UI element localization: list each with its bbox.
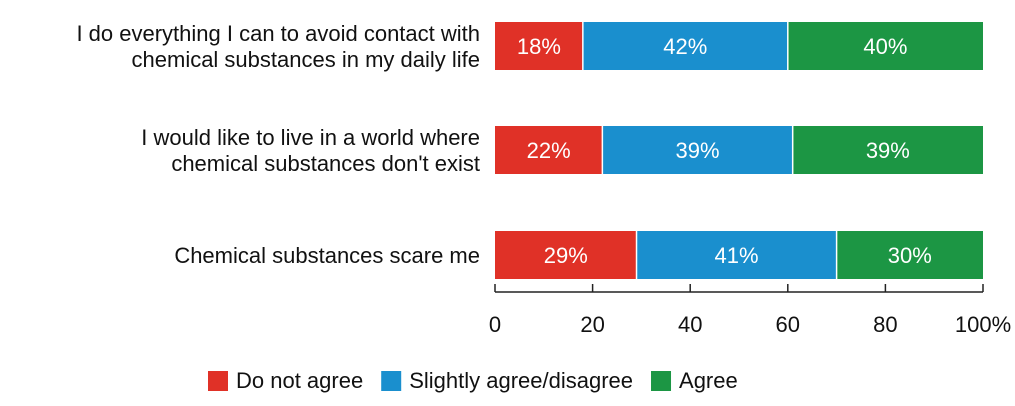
x-tick-label: 0 [489, 312, 501, 337]
category-label: chemical substances in my daily life [132, 47, 480, 72]
category-label: I would like to live in a world where [141, 125, 480, 150]
category-label: I do everything I can to avoid contact w… [76, 21, 480, 46]
bar-segment [792, 126, 983, 174]
bar-data-label: 30% [888, 243, 932, 268]
x-tick-label: 100% [955, 312, 1011, 337]
bar-data-label: 29% [544, 243, 588, 268]
bar-segment [495, 126, 603, 174]
bar-data-label: 22% [527, 138, 571, 163]
bar-data-label: 41% [715, 243, 759, 268]
category-labels: I do everything I can to avoid contact w… [76, 21, 480, 268]
bar-data-label: 39% [675, 138, 719, 163]
x-tick-label: 20 [580, 312, 604, 337]
x-tick-label: 80 [873, 312, 897, 337]
legend: Do not agree Slightly agree/disagree Agree [208, 368, 738, 393]
bar-segment [836, 231, 983, 279]
legend-swatch [651, 371, 672, 391]
bar-data-label: 39% [866, 138, 910, 163]
bar-segment [495, 22, 583, 70]
bar-data-label: 18% [517, 34, 561, 59]
bar-data-label: 42% [663, 34, 707, 59]
legend-swatch [208, 371, 228, 391]
legend-label: Do not agree [236, 368, 363, 393]
x-tick-label: 60 [776, 312, 800, 337]
bar-segment [602, 126, 793, 174]
legend-label: Slightly agree/disagree [409, 368, 633, 393]
bar-data-label: 40% [863, 34, 907, 59]
legend-label: Agree [679, 368, 738, 393]
bar-segment [787, 22, 983, 70]
x-axis: 0 20 40 60 80 100% [489, 284, 1011, 337]
x-tick-label: 40 [678, 312, 702, 337]
bar-segment [636, 231, 837, 279]
category-label: Chemical substances scare me [174, 243, 480, 268]
category-label: chemical substances don't exist [171, 151, 480, 176]
legend-swatch [381, 371, 402, 391]
bars-layer: 18% 42% 40% 22% 39% 39% 29% 41% 30% [495, 22, 983, 279]
bar-segment [495, 231, 637, 279]
bar-segment [582, 22, 788, 70]
